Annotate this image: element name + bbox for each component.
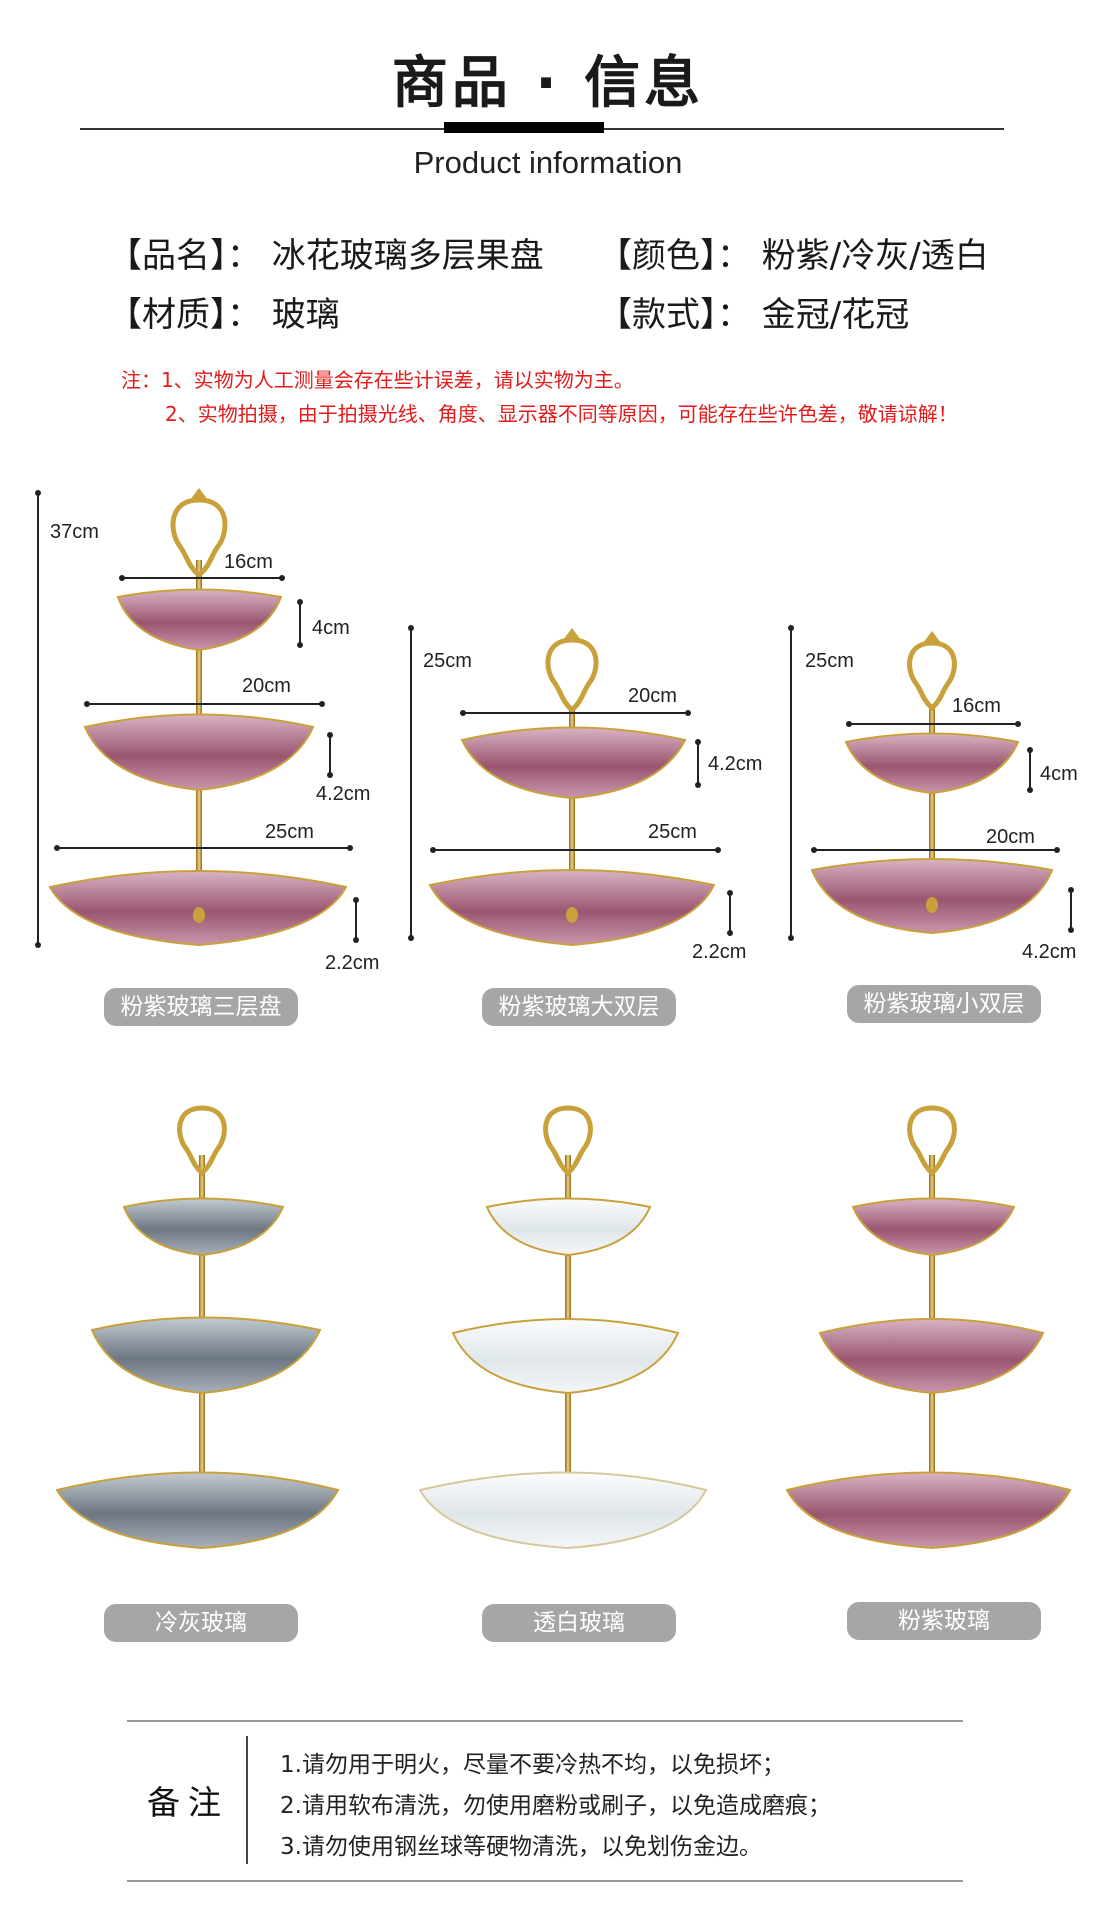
dim-bottom-width: 25cm: [648, 821, 697, 843]
dim-height: 37cm: [50, 521, 99, 543]
info-style: 【款式】： 金冠/花冠: [598, 295, 910, 335]
caption-pink-glass: 粉紫玻璃: [847, 1602, 1041, 1640]
remarks-item: 2.请用软布清洗，勿使用磨粉或刷子，以免造成磨痕；: [280, 1793, 831, 1819]
stand-pink-glass: [785, 1105, 1072, 1550]
dim-mid-depth: 4.2cm: [316, 783, 370, 805]
dim-bottom-depth: 2.2cm: [692, 941, 746, 963]
dim-mid-width: 20cm: [242, 675, 291, 697]
info-color: 【颜色】： 粉紫/冷灰/透白: [598, 236, 989, 276]
dim-top-width: 16cm: [952, 695, 1001, 717]
dim-height: 25cm: [423, 650, 472, 672]
remarks-label: 备注: [147, 1783, 229, 1822]
remarks-item: 3.请勿使用钢丝球等硬物清洗，以免划伤金边。: [280, 1834, 762, 1860]
remarks-item: 1.请勿用于明火，尽量不要冷热不均，以免损坏；: [280, 1752, 785, 1778]
stand-clear-glass: [418, 1105, 708, 1550]
caption-small-two-tier: 粉紫玻璃小双层: [847, 985, 1041, 1023]
caption-grey-glass: 冷灰玻璃: [104, 1604, 298, 1642]
dim-bottom-depth: 4.2cm: [1022, 941, 1076, 963]
dim-top-width: 20cm: [628, 685, 677, 707]
dim-top-depth: 4cm: [1040, 763, 1078, 785]
page-title: 商品 · 信息: [391, 51, 705, 116]
caption-large-two-tier: 粉紫玻璃大双层: [482, 988, 676, 1026]
info-material: 【材质】： 玻璃: [108, 295, 340, 335]
page-subtitle: Product information: [413, 145, 683, 180]
note-line-1: 注：1、实物为人工测量会存在些计误差，请以实物为主。: [121, 368, 634, 392]
dim-top-depth: 4cm: [312, 617, 350, 639]
caption-three-tier: 粉紫玻璃三层盘: [104, 988, 298, 1026]
stand-grey-glass: [55, 1105, 340, 1550]
title-divider-accent: [444, 122, 604, 133]
dim-bottom-width: 20cm: [986, 826, 1035, 848]
info-name: 【品名】： 冰花玻璃多层果盘: [108, 236, 544, 276]
dim-top-depth: 4.2cm: [708, 753, 762, 775]
stand-three-tier: 37cm 16cm 4cm 20cm 4.2cm 25cm 2.2cm: [35, 488, 379, 974]
stand-large-two-tier: 25cm 20cm 4.2cm 25cm 2.2cm: [408, 625, 762, 963]
dim-bottom-width: 25cm: [265, 821, 314, 843]
stand-small-two-tier: 25cm 16cm 4cm 20cm 4.2cm: [788, 625, 1078, 963]
dim-height: 25cm: [805, 650, 854, 672]
remarks-bottom-rule: [127, 1880, 963, 1882]
caption-clear-glass: 透白玻璃: [482, 1604, 676, 1642]
dim-bottom-depth: 2.2cm: [325, 952, 379, 974]
dim-top-width: 16cm: [224, 551, 273, 573]
remarks-top-rule: [127, 1720, 963, 1722]
remarks-divider: [246, 1736, 248, 1864]
note-line-2: 2、实物拍摄，由于拍摄光线、角度、显示器不同等原因，可能存在些许色差，敬请谅解！: [165, 402, 958, 426]
